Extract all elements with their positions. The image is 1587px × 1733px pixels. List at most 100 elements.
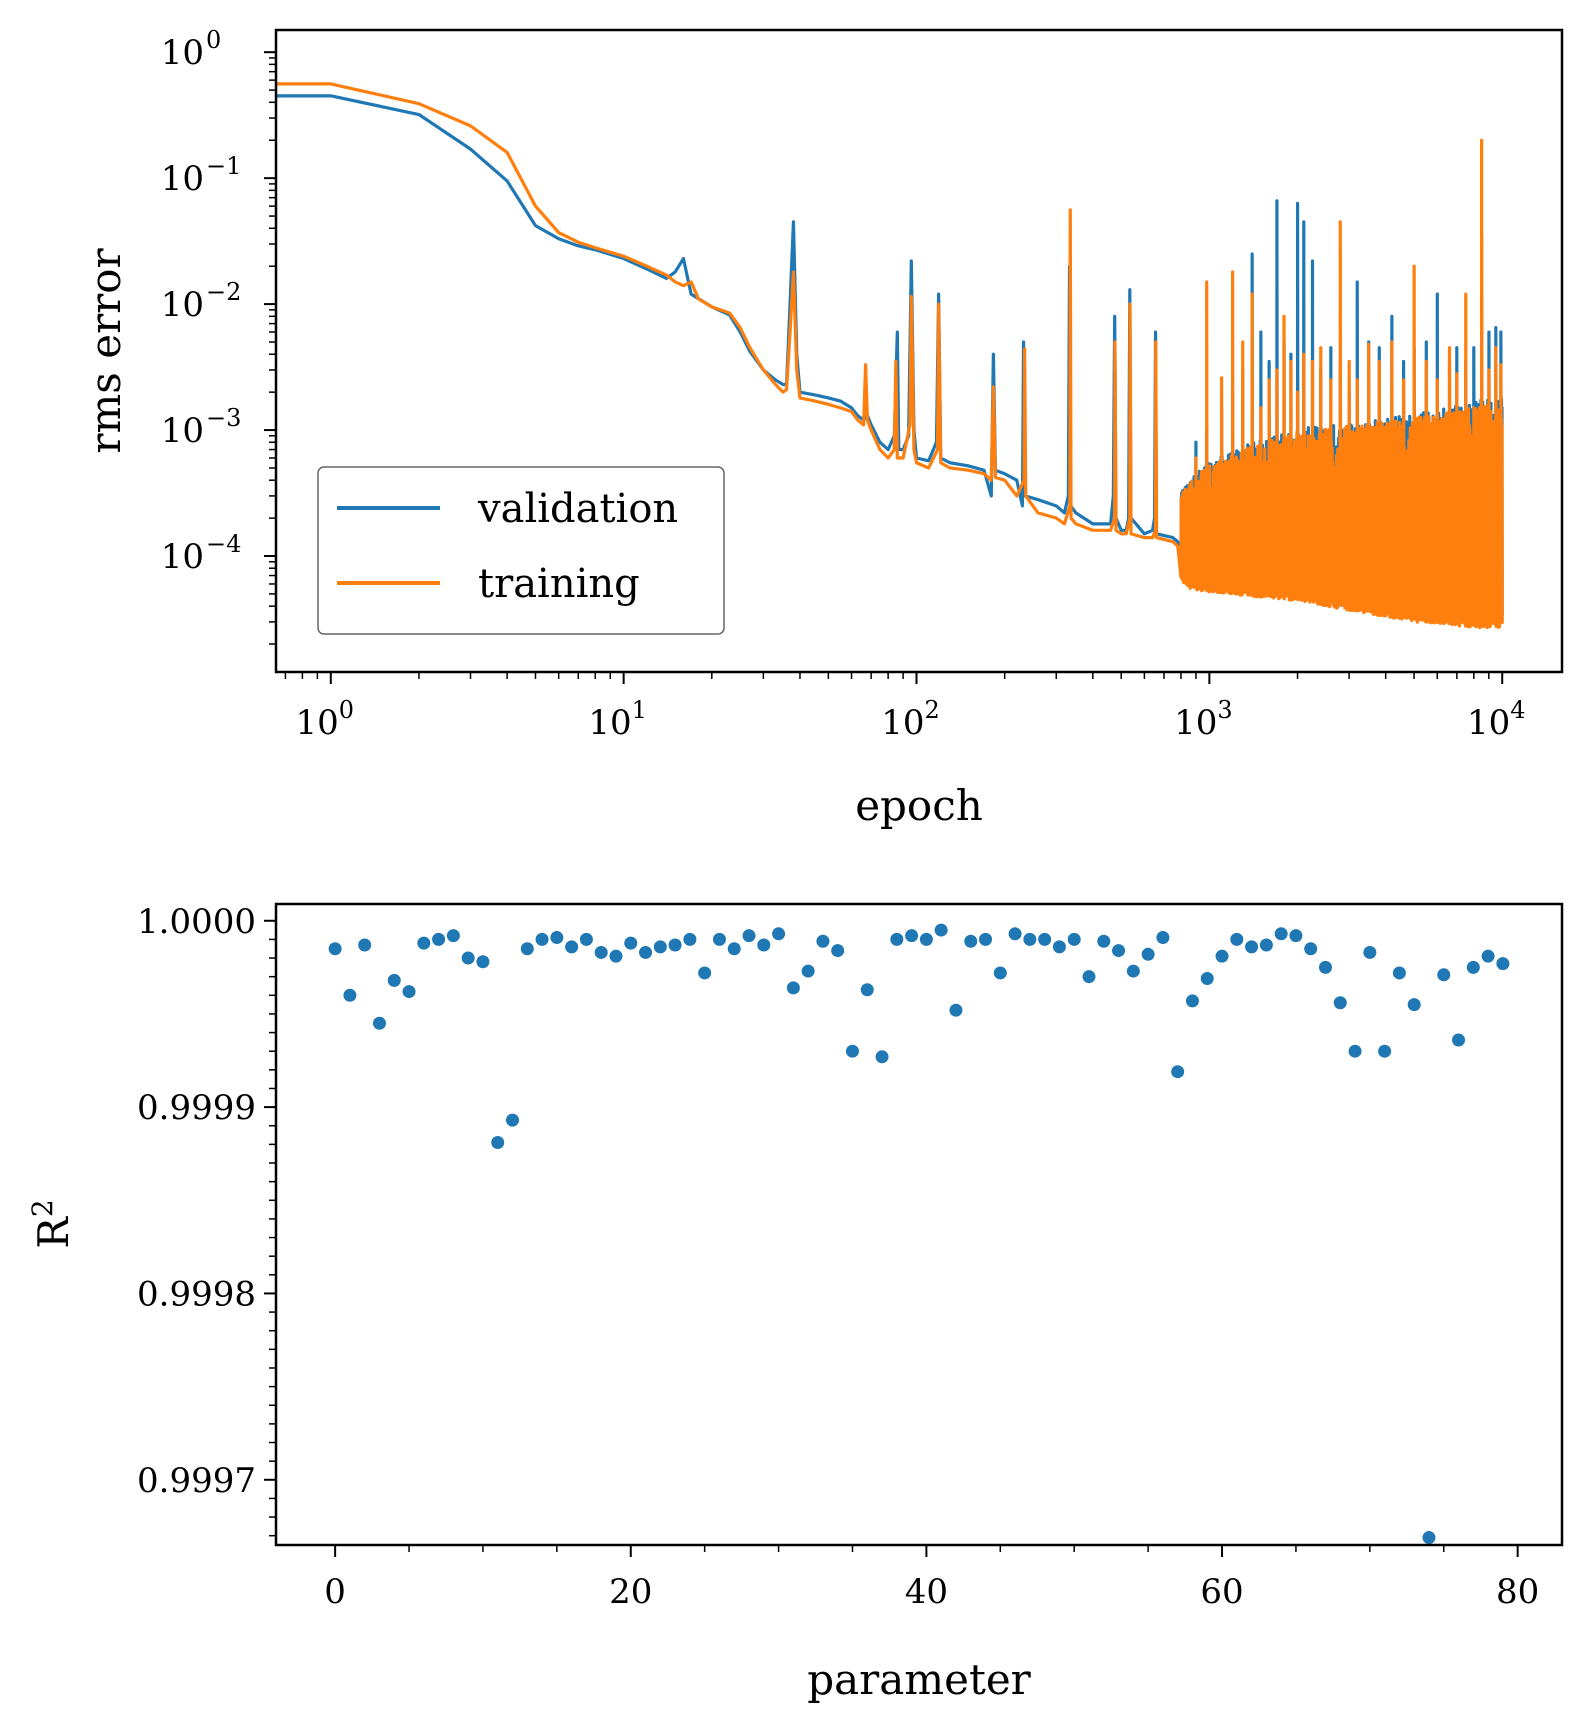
scatter-point	[742, 929, 756, 943]
scatter-point	[1289, 929, 1303, 943]
scatter-point	[402, 985, 416, 999]
x-axis-label: parameter	[807, 1655, 1031, 1704]
y-tick-exponent: −3	[206, 404, 241, 432]
scatter-point	[1363, 945, 1377, 959]
scatter-point	[875, 1050, 889, 1064]
x-tick-label: 103	[1174, 696, 1233, 743]
scatter-point	[1245, 940, 1259, 954]
scatter-point	[979, 932, 993, 946]
scatter-point	[1008, 927, 1022, 941]
x-tick-base: 10	[588, 703, 631, 743]
y-tick-label: 100	[161, 26, 222, 73]
scatter-point	[712, 932, 726, 946]
scatter-point	[461, 951, 475, 965]
scatter-point	[1023, 932, 1037, 946]
x-tick-label: 102	[881, 696, 940, 743]
scatter-point	[1274, 927, 1288, 941]
y-axis-label-superscript: 2	[26, 1199, 59, 1217]
scatter-point	[905, 929, 919, 943]
scatter-point	[1200, 972, 1214, 986]
x-tick-base: 10	[881, 703, 924, 743]
scatter-point	[1437, 968, 1451, 982]
legend: validation training	[317, 466, 725, 635]
scatter-point	[565, 940, 579, 954]
scatter-point	[683, 932, 697, 946]
scatter-point	[1481, 949, 1495, 963]
scatter-point	[698, 966, 712, 980]
scatter-point	[1067, 932, 1081, 946]
scatter-point	[1496, 957, 1510, 971]
y-tick-label: 10−4	[161, 530, 242, 577]
y-tick-base: 10	[161, 33, 204, 73]
scatter-point	[506, 1113, 520, 1127]
y-tick-exponent: −2	[206, 278, 241, 306]
x-tick-exponent: 0	[339, 696, 354, 724]
scatter-point	[727, 942, 741, 956]
scatter-point	[343, 988, 357, 1002]
y-tick-base: 10	[161, 159, 204, 199]
x-tick-label: 60	[1200, 1572, 1243, 1612]
y-tick-base: 10	[161, 411, 204, 451]
scatter-point	[550, 931, 564, 945]
scatter-point	[949, 1003, 963, 1017]
y-tick-label: 0.9997	[137, 1461, 256, 1501]
y-tick-label: 0.9998	[137, 1274, 256, 1314]
scatter-point	[372, 1016, 386, 1030]
x-tick-label: 100	[296, 696, 355, 743]
scatter-point	[491, 1136, 505, 1150]
scatter-point	[1378, 1044, 1392, 1058]
x-tick-base: 10	[1467, 703, 1510, 743]
y-tick-label: 10−1	[161, 152, 242, 199]
x-tick-label: 104	[1467, 696, 1526, 743]
x-tick-exponent: 2	[924, 696, 939, 724]
scatter-point	[845, 1044, 859, 1058]
y-axis-label: R2	[26, 1199, 78, 1248]
scatter-point	[1097, 934, 1111, 948]
y-tick-exponent: 0	[206, 26, 221, 54]
x-tick-label: 40	[905, 1572, 948, 1612]
y-axis-label-main: R	[29, 1216, 78, 1249]
scatter-point	[993, 966, 1007, 980]
plot-frame-bottom	[274, 902, 1564, 1547]
r-squared-chart: 0 20 40 60 80 1.0000 0.9999 0.9998 0.9997 parame…	[26, 902, 1564, 1704]
plot-frame-top	[274, 28, 1564, 674]
x-tick-label: 80	[1496, 1572, 1539, 1612]
scatter-point	[860, 983, 874, 997]
scatter-point	[417, 936, 431, 950]
scatter-point	[1038, 932, 1052, 946]
y-tick-label: 1.0000	[137, 902, 256, 942]
scatter-point	[639, 945, 653, 959]
x-tick-label: 101	[588, 696, 647, 743]
y-tick-base: 10	[161, 537, 204, 577]
x-tick-exponent: 3	[1217, 696, 1232, 724]
scatter-point	[1407, 998, 1421, 1012]
scatter-point	[624, 936, 638, 950]
scatter-point	[1082, 970, 1096, 984]
scatter-point	[1452, 1033, 1466, 1047]
scatter-point	[1230, 932, 1244, 946]
axis-ticks: 0 20 40 60 80 1.0000 0.9999 0.9998 0.9997	[137, 902, 1539, 1612]
y-tick-label: 0.9999	[137, 1088, 256, 1128]
scatter-point	[1259, 938, 1273, 952]
scatter-point	[1112, 944, 1126, 958]
scatter-point	[653, 940, 667, 954]
scatter-point	[432, 932, 446, 946]
x-tick-label: 20	[609, 1572, 652, 1612]
x-axis-label: epoch	[855, 781, 983, 830]
y-tick-label: 10−3	[161, 404, 242, 451]
scatter-point	[1422, 1531, 1436, 1545]
scatter-point	[934, 923, 948, 937]
scatter-point	[1126, 964, 1140, 978]
y-tick-exponent: −4	[206, 530, 241, 558]
x-tick-label: 0	[324, 1572, 346, 1612]
x-tick-exponent: 1	[632, 696, 647, 724]
scatter-point	[919, 932, 933, 946]
scatter-point	[1392, 966, 1406, 980]
legend-label-training: training	[478, 561, 640, 607]
y-tick-exponent: −1	[206, 152, 241, 180]
scatter-point	[772, 927, 786, 941]
scatter-point	[668, 938, 682, 952]
scatter-point	[579, 932, 593, 946]
